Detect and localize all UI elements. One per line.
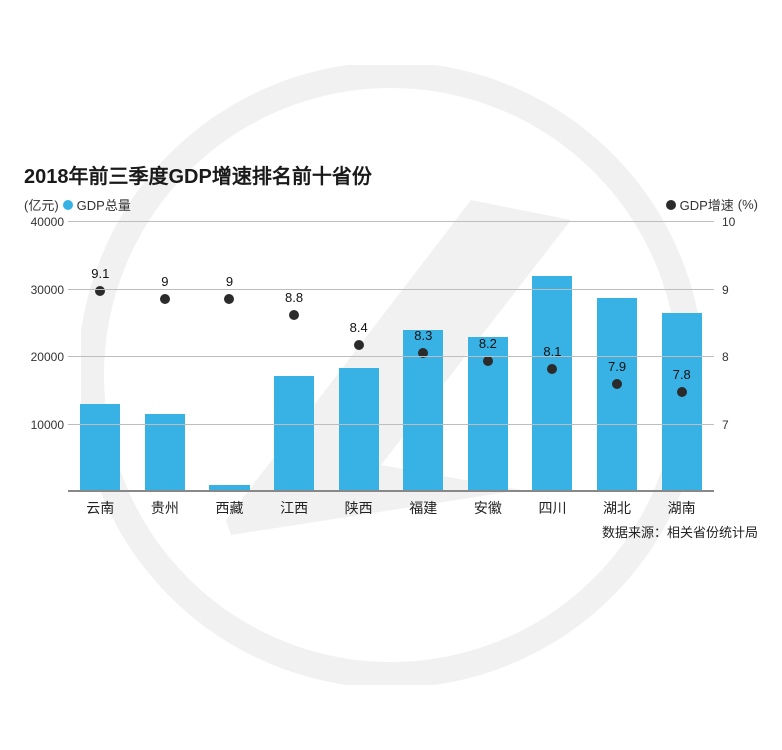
bar-slot: 9.1 xyxy=(68,222,133,492)
bar xyxy=(597,298,637,492)
y-right-tick: 8 xyxy=(722,350,758,364)
data-point xyxy=(354,340,364,350)
data-point-label: 8.8 xyxy=(285,290,303,305)
bar-slot: 9 xyxy=(197,222,262,492)
bar xyxy=(80,404,120,492)
y-right-tick: 10 xyxy=(722,215,758,229)
bar xyxy=(145,414,185,492)
data-point-label: 8.4 xyxy=(350,320,368,335)
y-left-tick: 20000 xyxy=(24,350,64,364)
grid-line xyxy=(68,356,714,357)
bar-slot: 8.2 xyxy=(456,222,521,492)
data-point-label: 9.1 xyxy=(91,266,109,281)
bar-slot: 8.8 xyxy=(262,222,327,492)
x-label: 福建 xyxy=(391,498,456,518)
data-point-label: 8.2 xyxy=(479,336,497,351)
bar-slot: 7.8 xyxy=(649,222,714,492)
data-point xyxy=(224,294,234,304)
x-label: 江西 xyxy=(262,498,327,518)
y-left-tick: 40000 xyxy=(24,215,64,229)
data-source: 数据来源：相关省份统计局 xyxy=(24,522,758,541)
x-label: 西藏 xyxy=(197,498,262,518)
grid-line xyxy=(68,221,714,222)
legend-point-dot xyxy=(666,200,676,210)
x-axis-labels: 云南贵州西藏江西陕西福建安徽四川湖北湖南 xyxy=(68,498,714,518)
baseline xyxy=(68,490,714,492)
bar-slot: 8.3 xyxy=(391,222,456,492)
data-point xyxy=(677,387,687,397)
bar-slot: 9 xyxy=(133,222,198,492)
bar-slot: 8.4 xyxy=(326,222,391,492)
x-label: 陕西 xyxy=(326,498,391,518)
legend-row: (亿元) GDP总量 GDP增速 (%) xyxy=(24,195,758,214)
bar-slot: 8.1 xyxy=(520,222,585,492)
x-label: 安徽 xyxy=(456,498,521,518)
legend-bar-label: GDP总量 xyxy=(77,195,131,214)
data-point xyxy=(160,294,170,304)
x-label: 云南 xyxy=(68,498,133,518)
data-point xyxy=(612,379,622,389)
bar xyxy=(532,276,572,492)
data-point-label: 9 xyxy=(226,274,233,289)
data-point-label: 9 xyxy=(161,274,168,289)
legend-point-label: GDP增速 xyxy=(680,195,734,214)
data-point-label: 7.8 xyxy=(673,367,691,382)
grid-line xyxy=(68,289,714,290)
x-label: 湖北 xyxy=(585,498,650,518)
data-point-label: 7.9 xyxy=(608,359,626,374)
data-point xyxy=(547,364,557,374)
data-point-label: 8.3 xyxy=(414,328,432,343)
y-left-tick: 10000 xyxy=(24,418,64,432)
y-left-unit: (亿元) xyxy=(24,195,59,214)
x-label: 湖南 xyxy=(649,498,714,518)
bar xyxy=(662,313,702,492)
y-right-tick: 9 xyxy=(722,283,758,297)
bar-slot: 7.9 xyxy=(585,222,650,492)
data-point xyxy=(289,310,299,320)
bar xyxy=(274,376,314,492)
legend-bar-dot xyxy=(63,200,73,210)
bar xyxy=(339,368,379,492)
y-right-tick: 7 xyxy=(722,418,758,432)
y-right-unit: (%) xyxy=(738,197,758,212)
gdp-chart: 2018年前三季度GDP增速排名前十省份 (亿元) GDP总量 GDP增速 (%… xyxy=(24,160,758,541)
chart-title: 2018年前三季度GDP增速排名前十省份 xyxy=(24,160,758,189)
data-point xyxy=(483,356,493,366)
x-label: 四川 xyxy=(520,498,585,518)
x-label: 贵州 xyxy=(133,498,198,518)
y-left-tick: 30000 xyxy=(24,283,64,297)
grid-line xyxy=(68,424,714,425)
plot-area: 9.1 9 9 8.8 8.4 8.3 8.2 8.1 7.9 7.8 10000 20000 300… xyxy=(24,222,758,492)
